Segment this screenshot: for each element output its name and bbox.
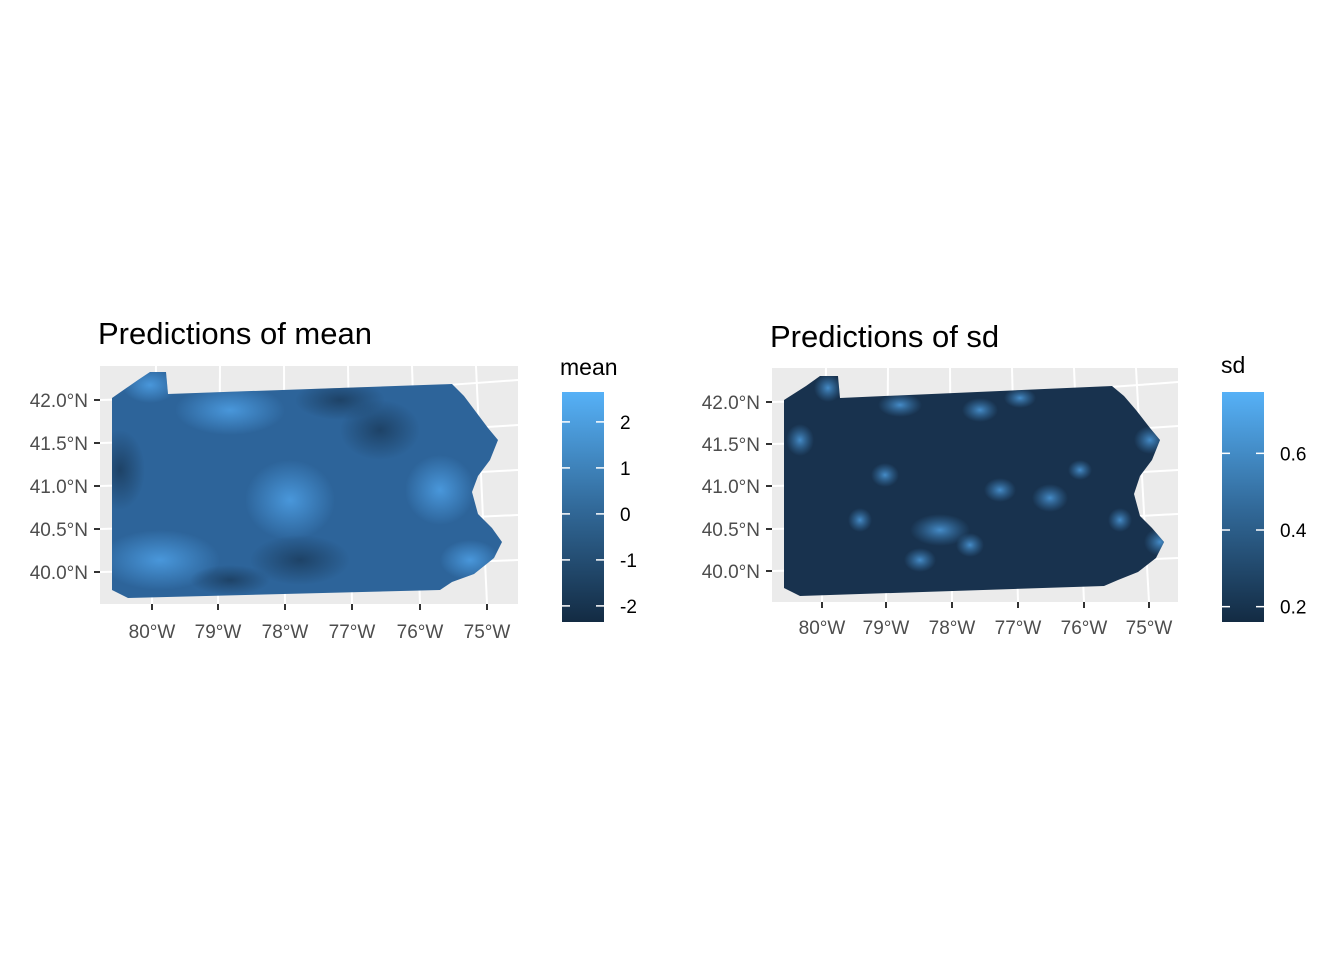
lat-tick-label: 40.0°N	[702, 562, 760, 583]
lon-tick-label: 77°W	[329, 622, 376, 643]
lon-tick-label: 80°W	[129, 622, 176, 643]
lon-tick-label: 76°W	[1061, 618, 1108, 639]
colorbar-tick-label: 0.6	[1280, 444, 1306, 465]
panel-sd: Predictions of sd	[702, 319, 1307, 639]
colorbar-ticks: 2 1 0 -1 -2	[562, 413, 637, 618]
colorbar-tick-label: -2	[620, 597, 637, 618]
lon-tick-label: 79°W	[195, 622, 242, 643]
colorbar-tick-label: -1	[620, 551, 637, 572]
panel-mean: Predictions of mean 42.0°N 41.5°N 41.0°N 40…	[30, 316, 637, 643]
colorbar-tick-label: 0.2	[1280, 598, 1306, 619]
lat-tick-label: 42.0°N	[702, 393, 760, 414]
lon-tick-label: 79°W	[863, 618, 910, 639]
lat-tick-label: 42.0°N	[30, 391, 88, 412]
latitude-axis: 42.0°N 41.5°N 41.0°N 40.5°N 40.0°N	[702, 393, 772, 583]
lon-tick-label: 78°W	[929, 618, 976, 639]
lon-tick-label: 77°W	[995, 618, 1042, 639]
colorbar-tick-label: 1	[620, 459, 631, 480]
panel-title: Predictions of sd	[770, 319, 999, 354]
lat-tick-label: 40.5°N	[30, 520, 88, 541]
state-shape	[784, 376, 1164, 596]
lon-tick-label: 78°W	[262, 622, 309, 643]
legend-title: sd	[1221, 352, 1245, 378]
lat-tick-label: 40.5°N	[702, 520, 760, 541]
legend-title: mean	[560, 354, 618, 380]
latitude-axis: 42.0°N 41.5°N 41.0°N 40.5°N 40.0°N	[30, 391, 100, 584]
state-raster	[784, 376, 1164, 596]
colorbar-legend: mean 2 1 0 -1 -2	[560, 354, 637, 622]
lon-tick-label: 76°W	[397, 622, 444, 643]
colorbar	[1222, 392, 1264, 622]
lat-tick-label: 40.0°N	[30, 563, 88, 584]
lat-tick-label: 41.0°N	[702, 477, 760, 498]
lat-tick-label: 41.5°N	[30, 434, 88, 455]
colorbar-ticks: 0.6 0.4 0.2	[1222, 444, 1307, 619]
state-raster	[112, 372, 502, 598]
colorbar-tick-label: 2	[620, 413, 631, 434]
lon-tick-label: 75°W	[1126, 618, 1173, 639]
longitude-axis: 80°W 79°W 78°W 77°W 76°W 75°W	[799, 602, 1173, 639]
lat-tick-label: 41.0°N	[30, 477, 88, 498]
lon-tick-label: 75°W	[464, 622, 511, 643]
colorbar	[562, 392, 604, 622]
colorbar-legend: sd 0.6 0.4 0.2	[1221, 352, 1307, 622]
lat-tick-label: 41.5°N	[702, 435, 760, 456]
colorbar-tick-label: 0.4	[1280, 521, 1307, 542]
panel-title: Predictions of mean	[98, 316, 372, 351]
colorbar-tick-label: 0	[620, 505, 631, 526]
longitude-axis: 80°W 79°W 78°W 77°W 76°W 75°W	[129, 604, 511, 643]
raster-texture	[112, 372, 500, 595]
lon-tick-label: 80°W	[799, 618, 846, 639]
